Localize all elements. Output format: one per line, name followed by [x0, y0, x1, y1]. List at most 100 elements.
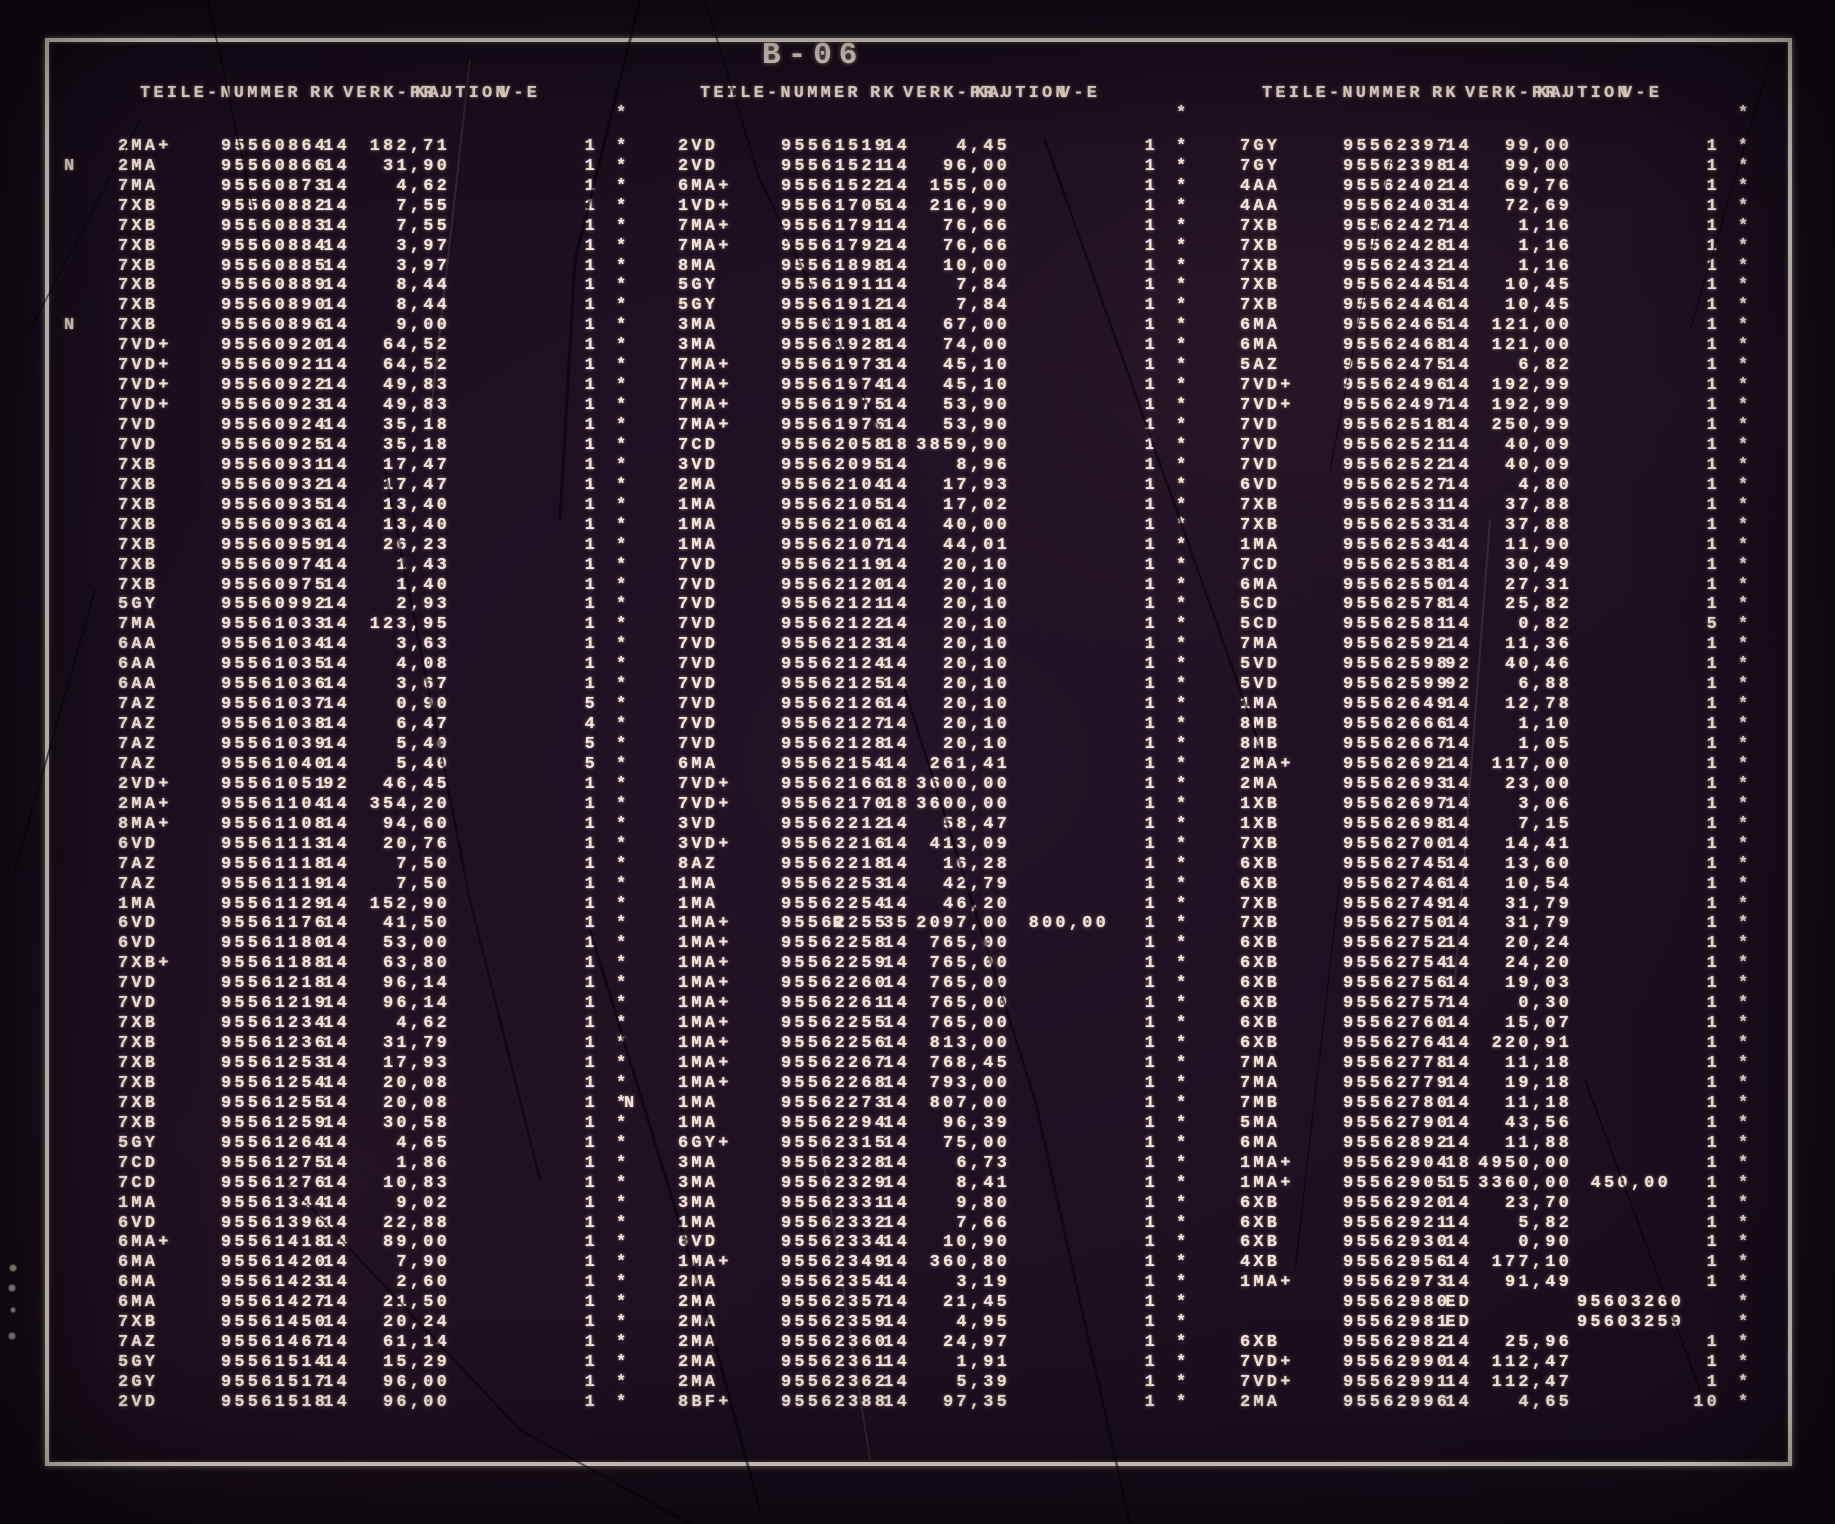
cell-prefix: 7VD — [678, 655, 719, 675]
cell-prefix: 2MA — [1240, 1392, 1281, 1412]
table-row: 2MA+ 95561104 14 354,20 1 * — [60, 795, 645, 815]
cell-part: 95562331 — [781, 1193, 889, 1213]
cell-part: 95562745 — [1343, 854, 1451, 874]
table-row: 7GY 95562397 14 99,00 1 * — [1182, 137, 1767, 157]
cell-star: * — [1738, 974, 1752, 994]
header-kaution: KAUTION — [1537, 84, 1631, 103]
cell-star: * — [1176, 1034, 1190, 1054]
cell-price: 4,45 — [956, 136, 1010, 156]
table-row: 1XB 95562697 14 3,06 1 * — [1182, 795, 1767, 815]
table-row: 7VD+ 95562990 14 112,47 1 * — [1182, 1353, 1767, 1373]
cell-ve: 1 — [584, 455, 598, 475]
cell-ve: 1 — [1144, 1233, 1158, 1253]
cell-rk: 14 — [883, 954, 910, 974]
table-row: 6VD 95562334 14 10,90 1 * — [620, 1233, 1205, 1253]
table-row: 7XB 95560936 14 13,40 1 * — [60, 516, 645, 536]
cell-rk: 14 — [883, 635, 910, 655]
cell-rk: 15 — [1445, 1173, 1472, 1193]
table-row: 7MA+ 95561976 14 53,90 1 * — [620, 416, 1205, 436]
cell-prefix: 7VD+ — [678, 794, 732, 814]
cell-prefix: 6AA — [118, 635, 159, 655]
cell-rk: 14 — [883, 575, 910, 595]
cell-star: * — [1738, 794, 1752, 814]
cell-prefix: 7XB — [118, 455, 159, 475]
cell-star: * — [1176, 1233, 1190, 1253]
cell-part: 95560925 — [221, 435, 329, 455]
cell-price: 192,99 — [1491, 396, 1572, 416]
cell-price: 45,10 — [942, 356, 1010, 376]
cell-prefix: 2VD — [678, 156, 719, 176]
table-row: 6VD 95561113 14 20,76 1 * — [60, 835, 645, 855]
cell-star: * — [1738, 555, 1752, 575]
cell-ve: 1 — [584, 176, 598, 196]
cell-rk: 14 — [1445, 276, 1472, 296]
cell-rk: 14 — [1445, 974, 1472, 994]
table-row: 5CD 95562578 14 25,82 1 * — [1182, 595, 1767, 615]
cell-prefix: 5CD — [1240, 595, 1281, 615]
cell-prefix: 5AZ — [1240, 356, 1281, 376]
table-row: 8MB 95562666 14 1,10 1 * — [1182, 715, 1767, 735]
cell-rk: 14 — [323, 1173, 350, 1193]
cell-rk: 14 — [883, 1273, 910, 1293]
table-row: 7VD+ 95560921 14 64,52 1 * — [60, 356, 645, 376]
cell-rk: 14 — [323, 735, 350, 754]
cell-star: * — [1738, 914, 1752, 934]
cell-price: 22,88 — [382, 1213, 450, 1233]
cell-part: 95560935 — [221, 495, 329, 515]
cell-price: 15,07 — [1504, 1014, 1572, 1034]
cell-ve: 1 — [1706, 1034, 1720, 1054]
table-row: 7XB+ 95561188 14 63,80 1 * — [60, 954, 645, 974]
cell-part: 95560975 — [221, 575, 329, 595]
cell-price: 40,09 — [1504, 455, 1572, 475]
cell-price: 5,40 — [396, 735, 450, 754]
cell-prefix: 7VD — [118, 435, 159, 455]
cell-ve: 1 — [1144, 1353, 1158, 1373]
table-row: 6MA 95562550 14 27,31 1 * — [1182, 576, 1767, 596]
cell-ve: 1 — [584, 236, 598, 256]
cell-price: 8,41 — [956, 1173, 1010, 1193]
cell-star: * — [1738, 994, 1752, 1014]
cell-price: 1,16 — [1518, 236, 1572, 256]
cell-rk: 14 — [883, 296, 910, 316]
cell-star: * — [1738, 416, 1752, 435]
cell-prefix: 1MA — [678, 1113, 719, 1133]
cell-price: 182,71 — [369, 136, 450, 156]
cell-price: 37,88 — [1504, 495, 1572, 515]
cell-ve: 1 — [584, 515, 598, 535]
cell-rk: 14 — [323, 1273, 350, 1293]
cell-part: 95562354 — [781, 1273, 889, 1293]
cell-prefix: 7XB — [118, 256, 159, 276]
cell-rk: 14 — [323, 336, 350, 356]
cell-price: 53,90 — [942, 416, 1010, 435]
cell-price: 3600,00 — [916, 794, 1010, 814]
table-row: 3MA 95562329 14 8,41 1 * — [620, 1174, 1205, 1194]
table-row: 7GY 95562398 14 99,00 1 * — [1182, 157, 1767, 177]
cell-part: 95562095 — [781, 455, 889, 475]
cell-part: 95562920 — [1343, 1193, 1451, 1213]
cell-ve: 1 — [584, 1073, 598, 1093]
cell-part: 95562170 — [781, 794, 889, 814]
cell-price: 31,79 — [1504, 914, 1572, 934]
cell-rk: 14 — [883, 1313, 910, 1333]
cell-ve: 1 — [1144, 1193, 1158, 1213]
cell-star: * — [1176, 1073, 1190, 1093]
cell-ve: 1 — [1144, 196, 1158, 216]
cell-prefix: 7XB — [1240, 515, 1281, 535]
cell-part: 95562268 — [781, 1073, 889, 1093]
cell-star: * — [1738, 954, 1752, 974]
table-row: 2MA 95562104 14 17,93 1 * — [620, 476, 1205, 496]
cell-rk: 14 — [323, 1313, 350, 1333]
cell-part: 95560896 — [221, 316, 329, 336]
cell-part: 95560890 — [221, 296, 329, 316]
cell-part: 95562930 — [1343, 1233, 1451, 1253]
table-row: 1MA+ 95562255 R 35 2097,00 800,00 1 * — [620, 914, 1205, 934]
cell-price: 96,00 — [382, 1373, 450, 1392]
cell-prefix: 7AZ — [118, 735, 159, 754]
cell-prefix: 7XB — [118, 575, 159, 595]
cell-part: 95561033 — [221, 615, 329, 635]
cell-ve: 1 — [1144, 655, 1158, 675]
table-row: 7CD 95561276 14 10,83 1 * — [60, 1174, 645, 1194]
cell-part: 95562107 — [781, 535, 889, 555]
cell-star: * — [1738, 396, 1752, 416]
